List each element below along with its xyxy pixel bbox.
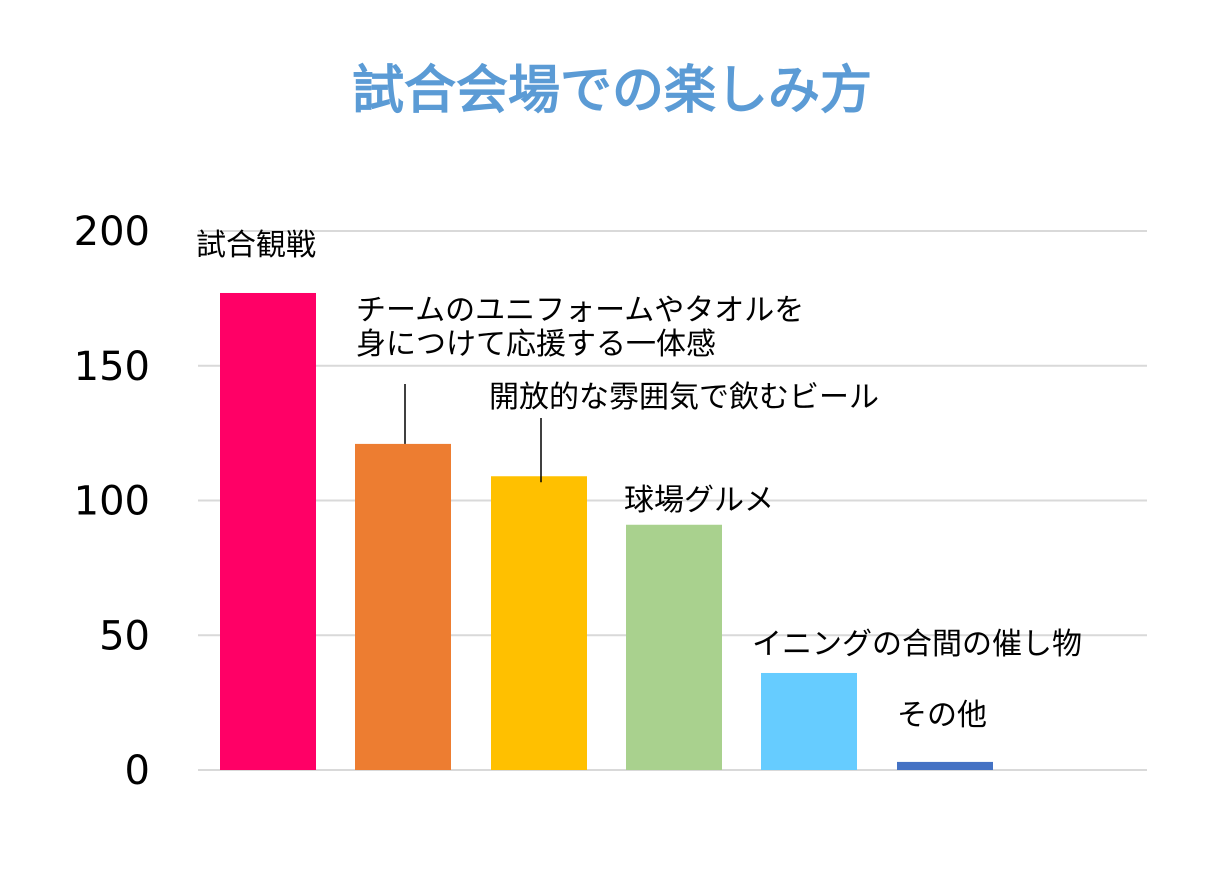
- bar: [491, 476, 587, 770]
- y-tick-label: 150: [74, 344, 150, 390]
- data-label: 開放的な雰囲気で飲むビール: [489, 380, 879, 415]
- bar: [220, 292, 316, 770]
- y-tick-label: 200: [74, 209, 150, 255]
- y-tick-label: 0: [125, 748, 150, 794]
- data-label: イニングの合間の催し物: [752, 627, 1082, 662]
- bar: [761, 672, 857, 770]
- bars: [220, 292, 993, 770]
- data-label: チームのユニフォームやタオルを: [356, 293, 804, 328]
- bar: [626, 524, 722, 770]
- bar: [897, 761, 993, 770]
- data-label: 球場グルメ: [624, 483, 774, 518]
- chart-title: 試合会場での楽しみ方: [352, 61, 872, 121]
- data-label: 試合観戦: [196, 228, 316, 263]
- data-label: その他: [897, 698, 987, 733]
- y-tick-label: 50: [99, 613, 150, 659]
- bar: [355, 443, 451, 770]
- data-labels: 試合観戦チームのユニフォームやタオルを身につけて応援する一体感開放的な雰囲気で飲…: [196, 228, 1082, 733]
- data-label: 身につけて応援する一体感: [356, 327, 716, 362]
- leader-lines: [404, 384, 542, 483]
- y-axis: 0 50 100 150 200: [74, 209, 150, 794]
- y-tick-label: 100: [74, 479, 150, 525]
